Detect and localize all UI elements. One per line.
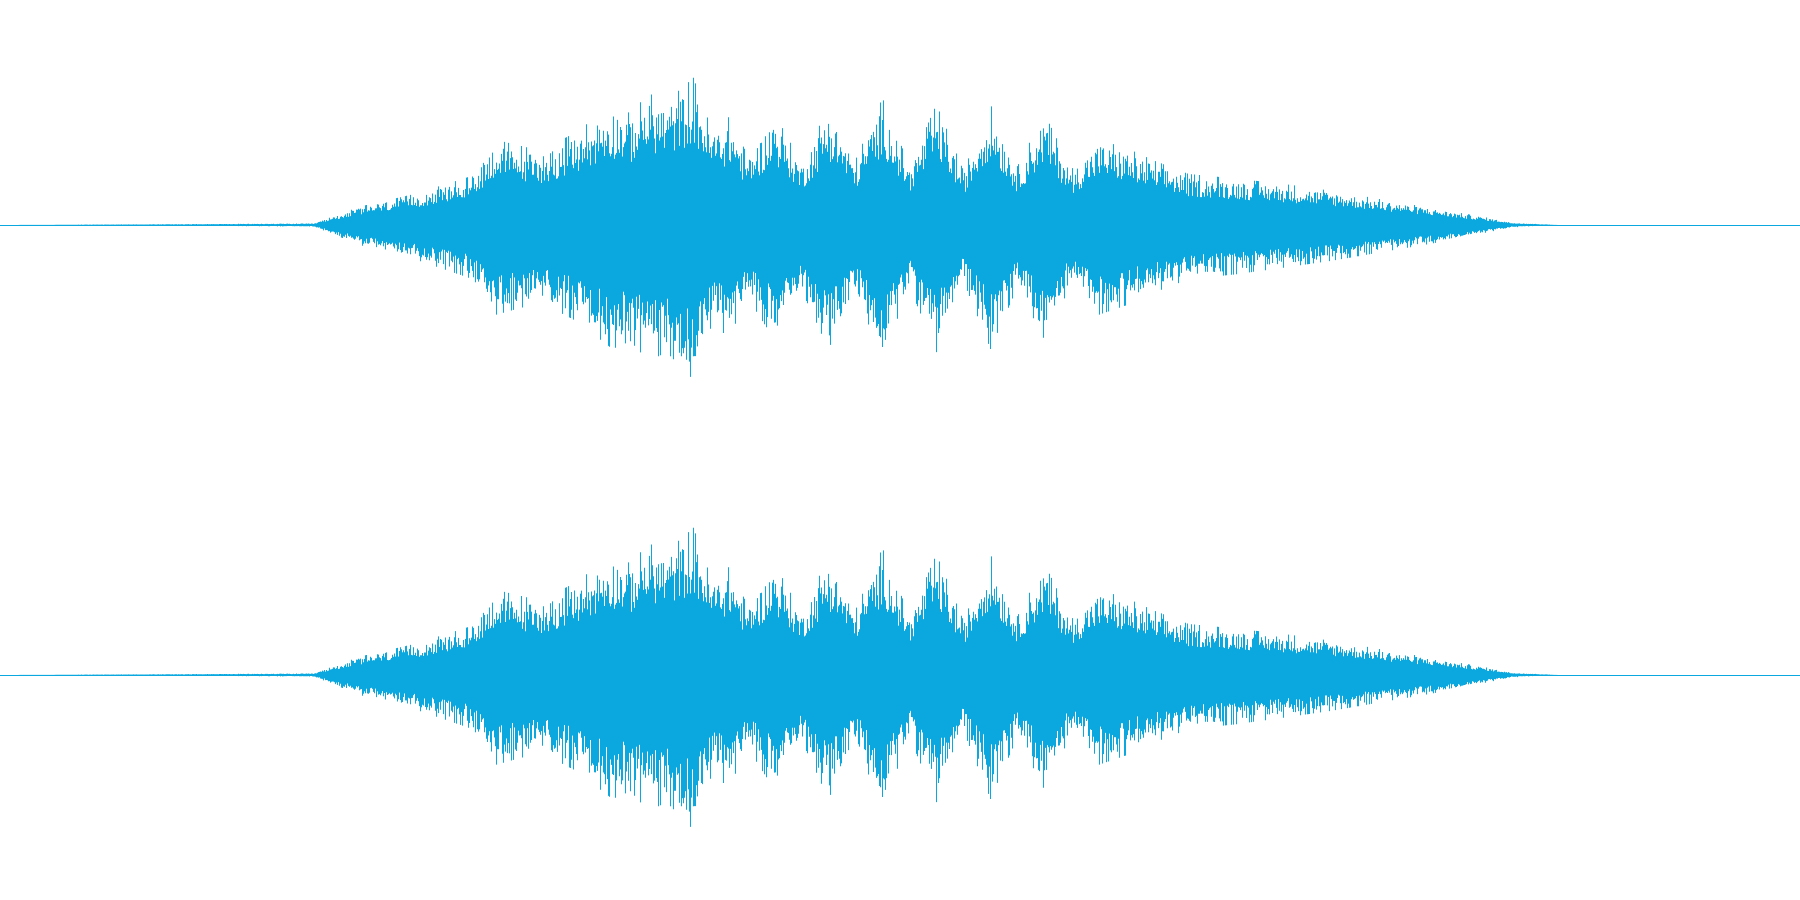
channel-2-waveform	[0, 527, 1800, 827]
channel-1-waveform	[0, 77, 1800, 377]
channel-2-samples	[78, 527, 1550, 827]
channel-1-samples	[78, 77, 1550, 377]
